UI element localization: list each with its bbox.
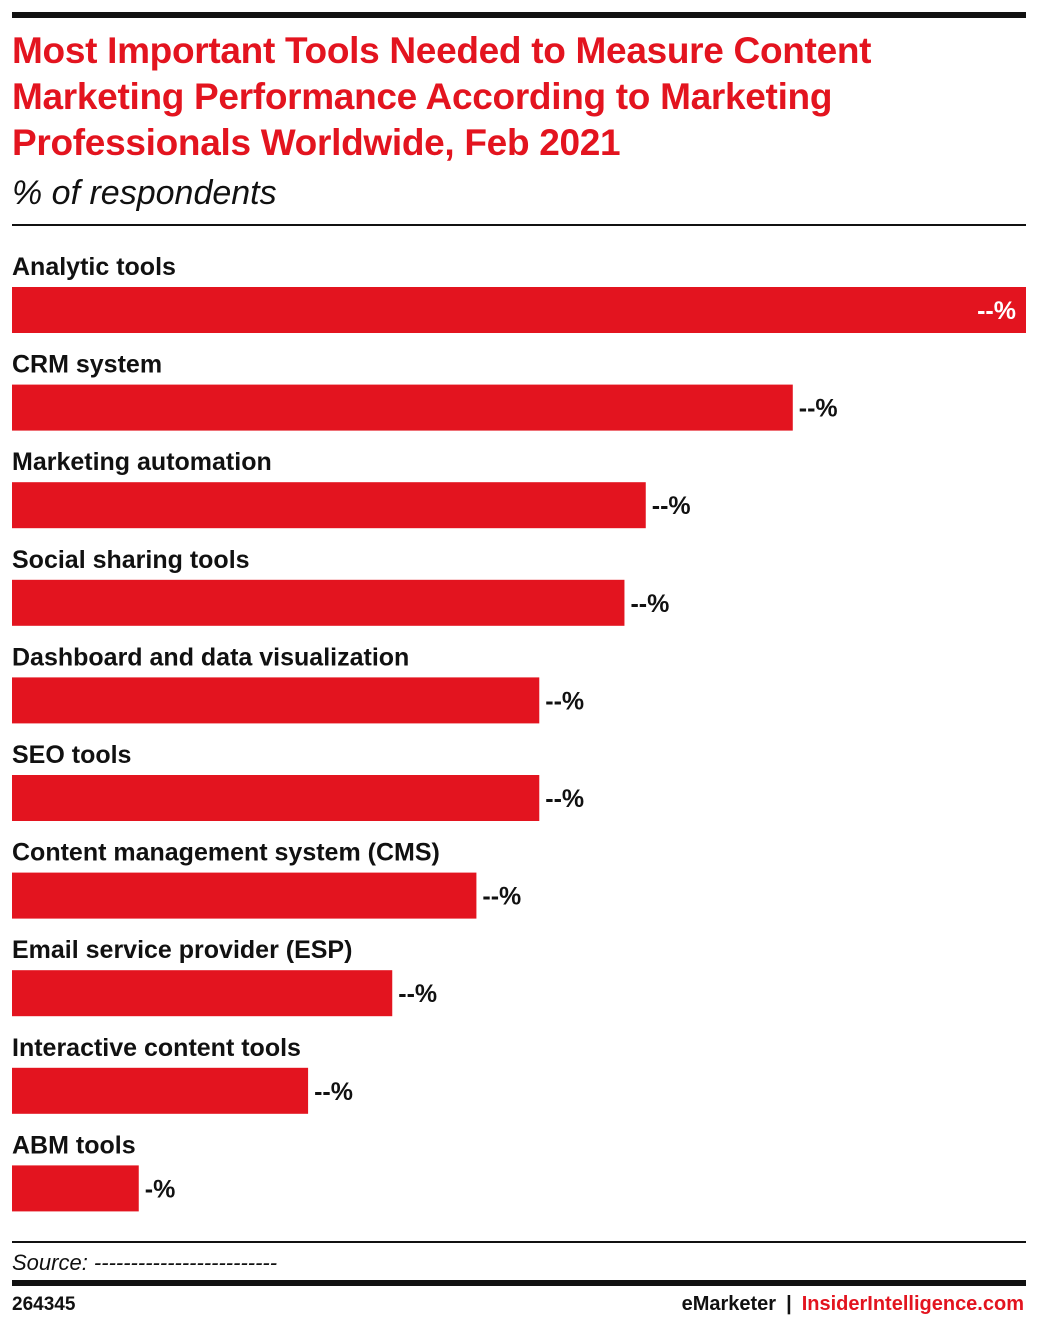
- chart-title: Most Important Tools Needed to Measure C…: [12, 30, 872, 163]
- top-rule: [12, 12, 1026, 18]
- bar: [12, 482, 646, 529]
- value-label: --%: [799, 395, 838, 423]
- bar: [12, 384, 793, 431]
- category-label: CRM system: [12, 351, 162, 379]
- value-label: --%: [630, 590, 669, 618]
- bar: [12, 872, 477, 919]
- chart-id: 264345: [12, 1294, 76, 1315]
- chart-subtitle: % of respondents: [12, 174, 277, 212]
- category-label: SEO tools: [12, 741, 131, 769]
- value-label: --%: [314, 1078, 353, 1106]
- brand-insider-intelligence: InsiderIntelligence.com: [801, 1293, 1024, 1315]
- bar-chart: Analytic tools --% CRM system --% Marketing …: [12, 253, 1026, 1212]
- brand-emarketer: eMarketer: [681, 1293, 777, 1315]
- value-label: --%: [545, 785, 584, 813]
- category-label: Interactive content tools: [12, 1034, 301, 1062]
- bar: [12, 775, 540, 821]
- header-divider: [12, 224, 1026, 226]
- value-label: --%: [545, 687, 584, 715]
- value-label: --%: [482, 883, 521, 911]
- value-label: --%: [652, 492, 691, 520]
- category-label: Marketing automation: [12, 448, 272, 476]
- value-label: --%: [977, 297, 1016, 325]
- category-label: Dashboard and data visualization: [12, 643, 409, 671]
- bar: [12, 970, 393, 1017]
- bar: [12, 287, 1026, 333]
- bar: [12, 677, 540, 724]
- bar: [12, 1067, 309, 1114]
- category-label: Content management system (CMS): [12, 839, 440, 867]
- category-label: Social sharing tools: [12, 546, 250, 574]
- bottom-rule: [12, 1280, 1026, 1286]
- category-label: Email service provider (ESP): [12, 936, 352, 964]
- source-note: Source: -------------------------: [12, 1250, 278, 1275]
- brand-line: eMarketer | InsiderIntelligence.com: [682, 1293, 1024, 1316]
- category-label: Analytic tools: [12, 253, 176, 281]
- footer-divider: [12, 1241, 1026, 1243]
- value-label: -%: [145, 1175, 176, 1203]
- bar: [12, 1165, 139, 1212]
- bar: [12, 579, 625, 626]
- category-label: ABM tools: [12, 1131, 136, 1159]
- brand-separator: |: [786, 1293, 792, 1315]
- value-label: --%: [398, 980, 437, 1008]
